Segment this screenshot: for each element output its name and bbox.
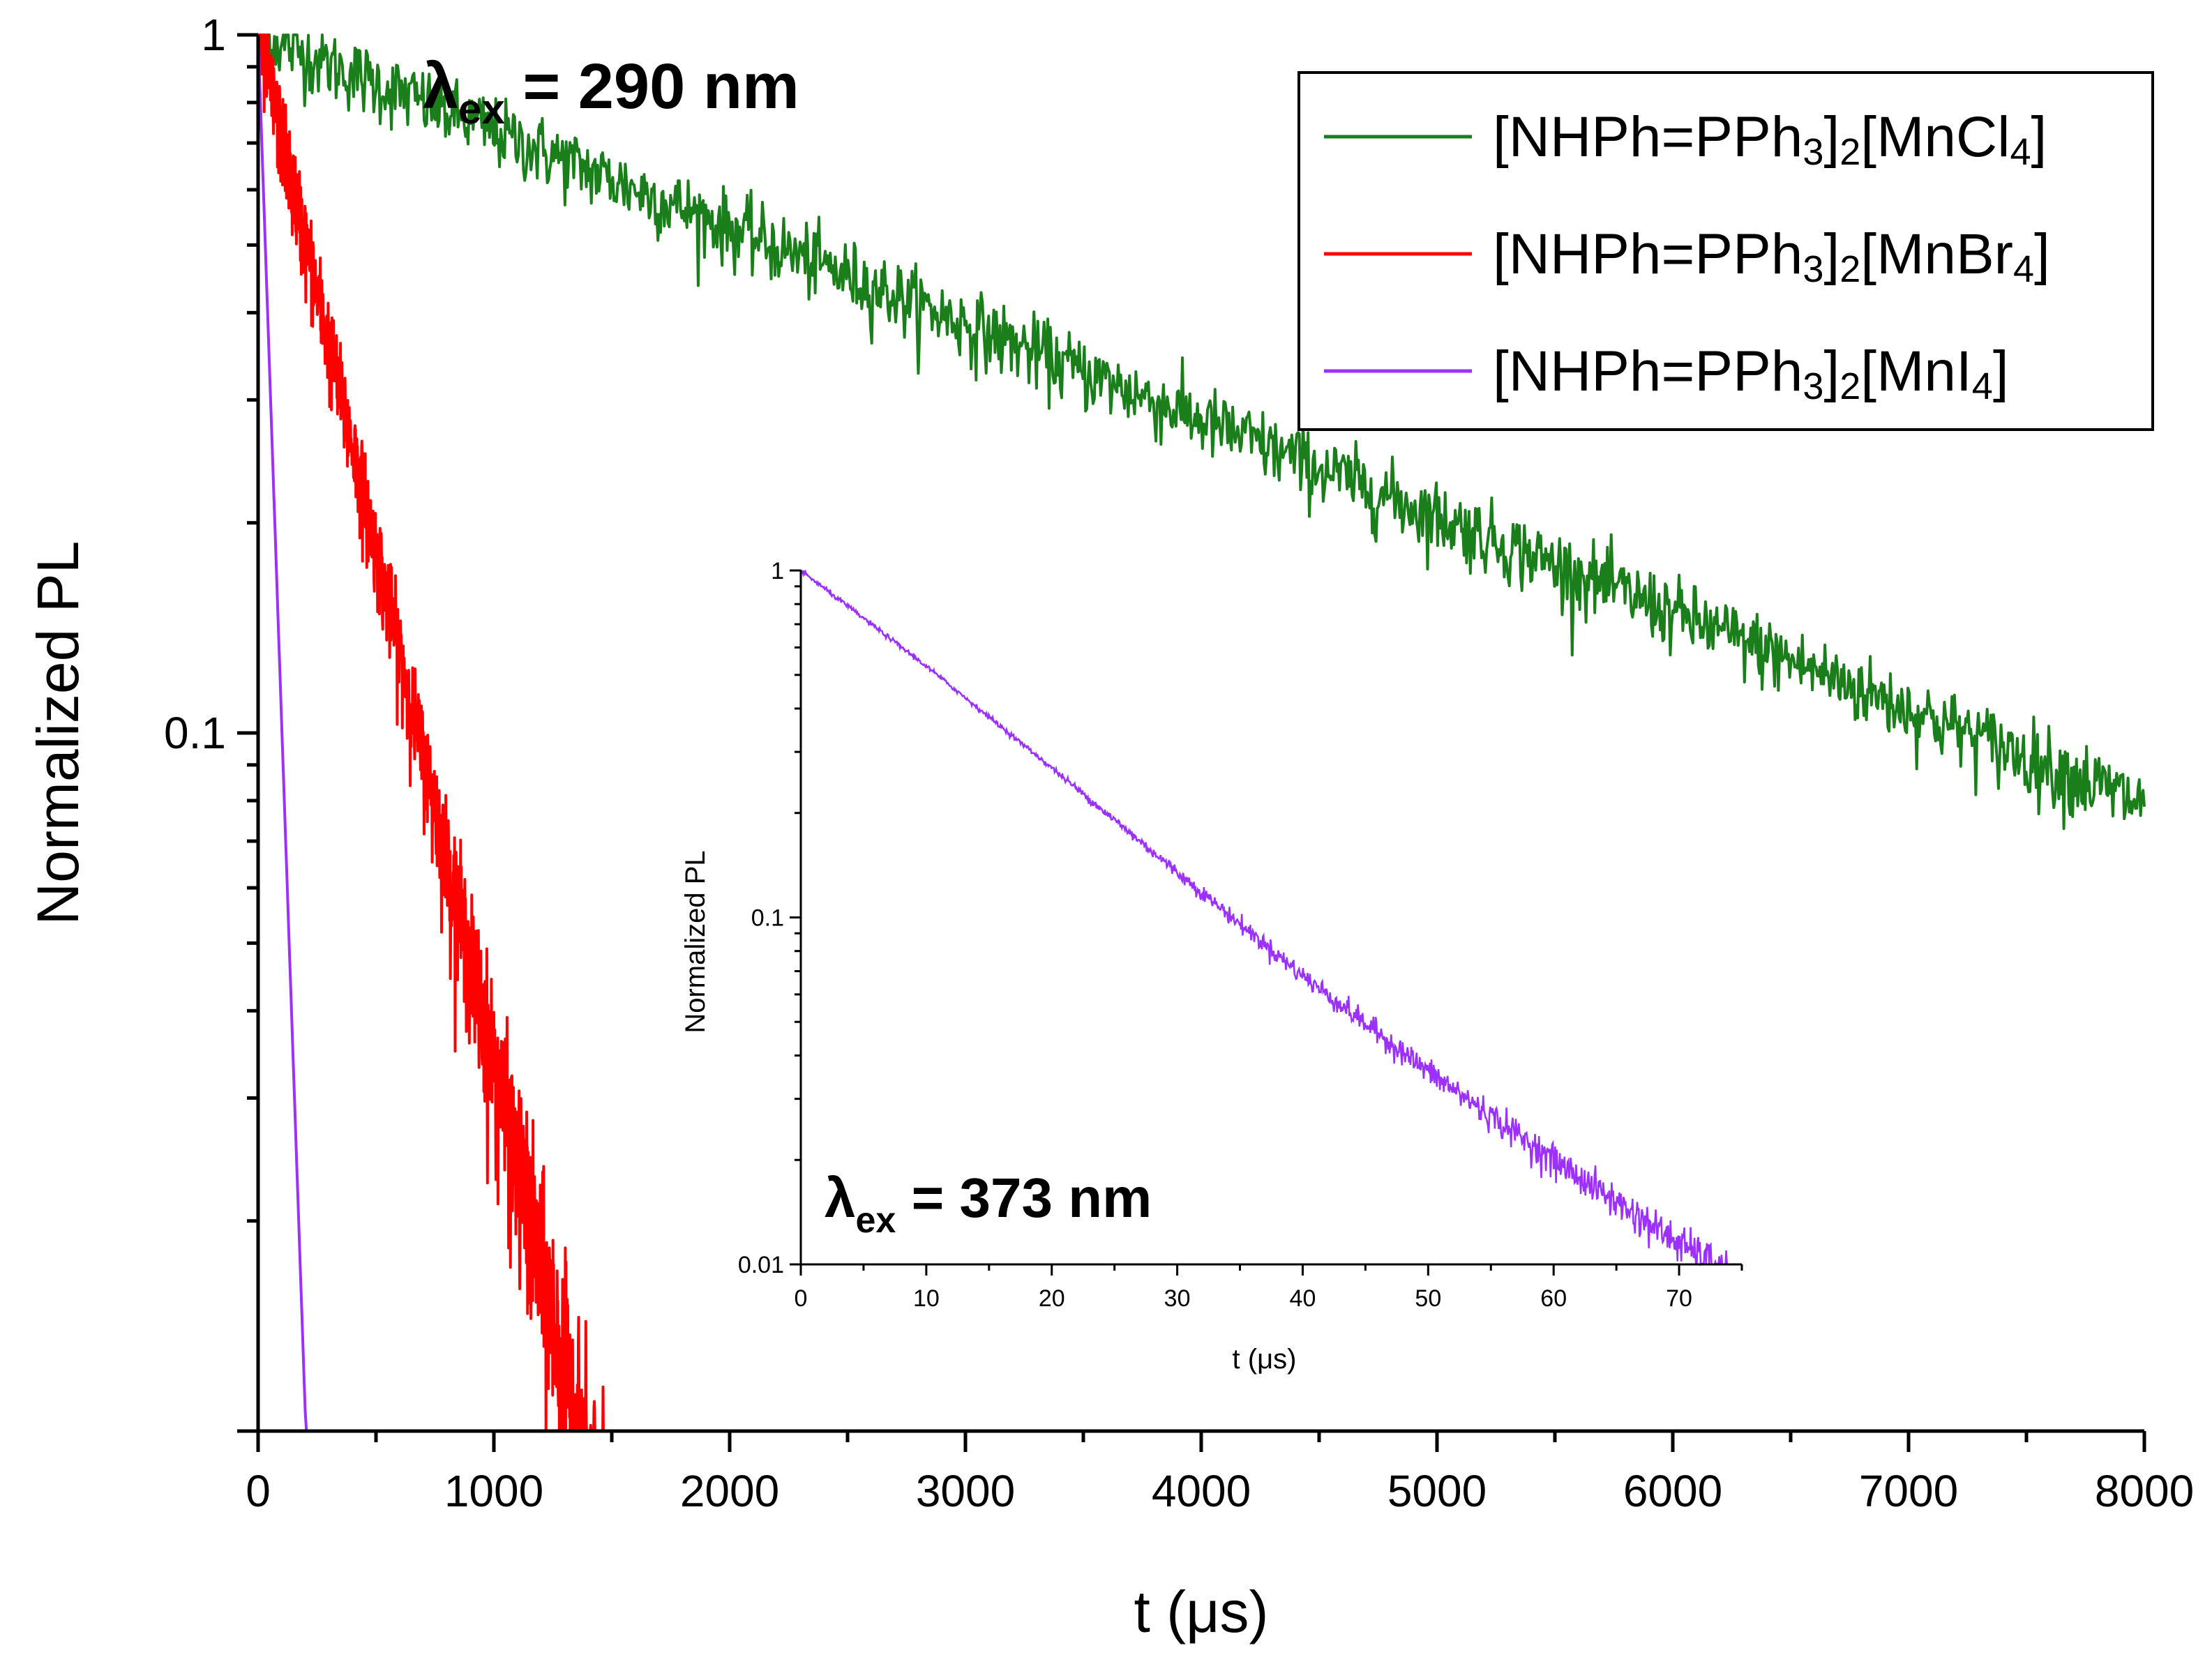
- legend-label: [NHPh=PPh3]2[MnBr4]: [1493, 222, 2050, 290]
- inset-y-tick-label: 0.1: [751, 905, 784, 932]
- inset-series-line: [801, 569, 1729, 1266]
- y-tick-label: 1: [201, 10, 226, 60]
- inset-excitation-annotation: λex = 373 nm: [825, 1167, 1152, 1241]
- legend: [NHPh=PPh3]2[MnCl4] [NHPh=PPh3]2[MnBr4] [N…: [1297, 71, 2154, 431]
- inset-x-tick-label: 20: [1039, 1285, 1065, 1312]
- x-tick-label: 3000: [916, 1466, 1015, 1516]
- x-tick-label: 2000: [680, 1466, 779, 1516]
- inset-x-tick-label: 10: [913, 1285, 940, 1312]
- x-tick-label: 4000: [1152, 1466, 1251, 1516]
- inset-y-tick-label: 0.01: [738, 1252, 784, 1278]
- excitation-annotation: λex = 290 nm: [423, 51, 799, 133]
- y-tick-label: 0.1: [164, 708, 226, 758]
- x-tick-label: 7000: [1859, 1466, 1958, 1516]
- inset-x-tick-label: 60: [1540, 1285, 1567, 1312]
- inset-x-tick-label: 70: [1666, 1285, 1692, 1312]
- main-plot: 0 1000 2000 3000 4000 5000 6000 7000 8000 1 0.1 t (…: [25, 10, 2194, 1644]
- legend-label: [NHPh=PPh3]2[MnCl4]: [1493, 105, 2047, 173]
- x-tick-label: 5000: [1387, 1466, 1487, 1516]
- y-axis-title: Normalized PL: [25, 541, 91, 925]
- series-line-3: [257, 34, 308, 1432]
- inset-y-axis-title: Normalized PL: [680, 850, 711, 1033]
- x-tick-label: 6000: [1623, 1466, 1722, 1516]
- inset-plot: 0 10 20 30 40 50 60 70 1 0.1 0.01 t (μs) Normalized …: [680, 558, 1743, 1375]
- x-tick-label: 8000: [2095, 1466, 2194, 1516]
- inset-x-axis-title: t (μs): [1233, 1344, 1297, 1375]
- inset-y-tick-label: 1: [771, 558, 784, 584]
- x-tick-label: 1000: [444, 1466, 543, 1516]
- series-line-1: [257, 33, 2146, 831]
- x-axis-title: t (μs): [1134, 1579, 1268, 1644]
- series-line-2: [257, 33, 712, 1432]
- x-tick-label: 0: [246, 1466, 271, 1516]
- legend-label: [NHPh=PPh3]2[MnI4]: [1493, 340, 2009, 407]
- inset-x-tick-label: 30: [1164, 1285, 1191, 1312]
- inset-x-tick-label: 50: [1415, 1285, 1441, 1312]
- inset-x-tick-label: 40: [1290, 1285, 1316, 1312]
- inset-x-tick-label: 0: [795, 1285, 808, 1312]
